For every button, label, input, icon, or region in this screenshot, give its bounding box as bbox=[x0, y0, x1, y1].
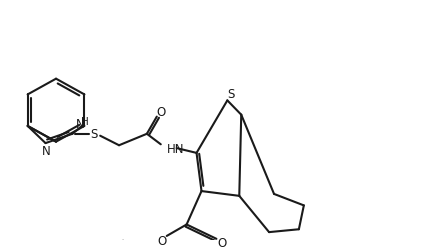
Text: O: O bbox=[157, 234, 166, 247]
Text: S: S bbox=[91, 128, 98, 141]
Text: HN: HN bbox=[167, 142, 184, 155]
Text: N: N bbox=[42, 145, 51, 158]
Text: O: O bbox=[218, 236, 227, 249]
Text: N: N bbox=[76, 118, 84, 130]
Text: H: H bbox=[81, 116, 89, 126]
Text: O: O bbox=[156, 106, 166, 119]
Text: S: S bbox=[227, 88, 235, 101]
